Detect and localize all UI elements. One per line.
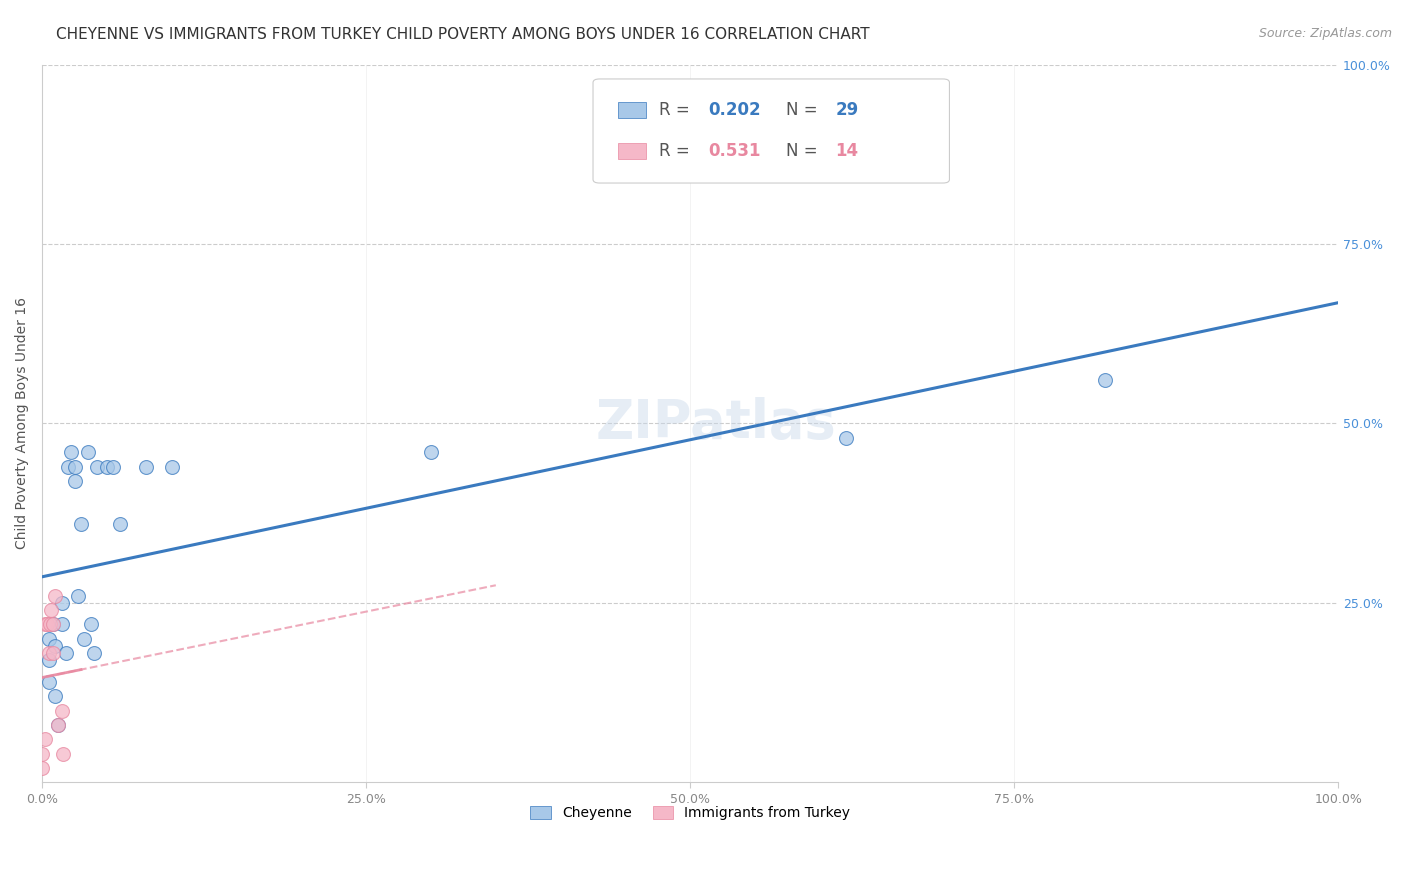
- Point: [41, 617, 63, 632]
- Text: 14: 14: [835, 142, 859, 160]
- Point: [55, 646, 77, 660]
- Point: [46, 718, 69, 732]
- Point: [37, 617, 59, 632]
- Text: N =: N =: [786, 142, 823, 160]
- Point: [52, 747, 75, 761]
- Text: N =: N =: [786, 101, 823, 119]
- Point: [39, 617, 62, 632]
- Text: CHEYENNE VS IMMIGRANTS FROM TURKEY CHILD POVERTY AMONG BOYS UNDER 16 CORRELATION: CHEYENNE VS IMMIGRANTS FROM TURKEY CHILD…: [56, 27, 870, 42]
- Point: [135, 459, 157, 474]
- Point: [86, 459, 108, 474]
- Point: [83, 646, 105, 660]
- Point: [39, 603, 62, 617]
- Point: [31, 761, 53, 775]
- Point: [56, 459, 79, 474]
- Point: [67, 589, 90, 603]
- Point: [1094, 373, 1116, 387]
- Point: [38, 653, 60, 667]
- Point: [70, 516, 93, 531]
- Point: [41, 617, 63, 632]
- Text: R =: R =: [659, 101, 695, 119]
- FancyBboxPatch shape: [617, 143, 647, 159]
- Point: [63, 474, 86, 488]
- Point: [38, 632, 60, 646]
- Point: [103, 459, 125, 474]
- Point: [44, 589, 66, 603]
- Point: [59, 445, 82, 459]
- Point: [44, 639, 66, 653]
- Point: [44, 690, 66, 704]
- Point: [96, 459, 118, 474]
- Point: [41, 646, 63, 660]
- Legend: Cheyenne, Immigrants from Turkey: Cheyenne, Immigrants from Turkey: [524, 800, 856, 826]
- FancyBboxPatch shape: [593, 79, 949, 183]
- Text: 0.531: 0.531: [709, 142, 761, 160]
- Point: [108, 516, 131, 531]
- Point: [160, 459, 183, 474]
- Point: [420, 445, 443, 459]
- Point: [51, 617, 73, 632]
- Point: [80, 617, 103, 632]
- Point: [63, 459, 86, 474]
- Point: [34, 617, 56, 632]
- Point: [76, 445, 98, 459]
- Point: [38, 674, 60, 689]
- Text: Source: ZipAtlas.com: Source: ZipAtlas.com: [1258, 27, 1392, 40]
- Point: [38, 646, 60, 660]
- Text: R =: R =: [659, 142, 695, 160]
- Point: [51, 596, 73, 610]
- Point: [34, 732, 56, 747]
- Y-axis label: Child Poverty Among Boys Under 16: Child Poverty Among Boys Under 16: [15, 297, 30, 549]
- Point: [73, 632, 96, 646]
- Point: [835, 431, 858, 445]
- Point: [46, 718, 69, 732]
- Point: [31, 747, 53, 761]
- FancyBboxPatch shape: [617, 102, 647, 118]
- Text: ZIPatlas: ZIPatlas: [596, 398, 837, 450]
- Text: 29: 29: [835, 101, 859, 119]
- Text: 0.202: 0.202: [709, 101, 761, 119]
- Point: [51, 704, 73, 718]
